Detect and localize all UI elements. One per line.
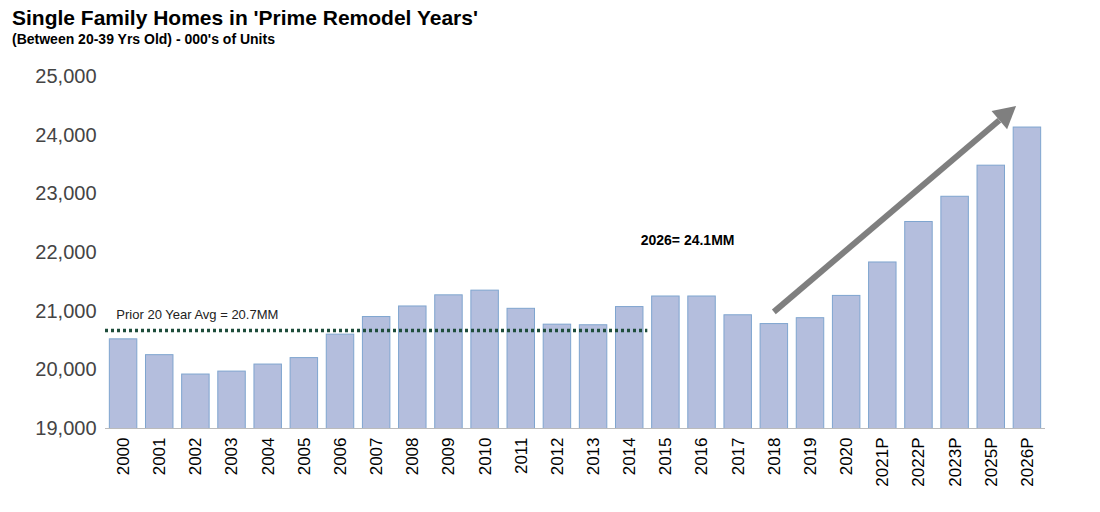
svg-text:2015: 2015	[656, 438, 675, 476]
svg-text:25,000: 25,000	[35, 65, 96, 87]
svg-text:24,000: 24,000	[35, 124, 96, 146]
html-text:Single Family Homes in 'Prime: Single Family Homes in 'Prime Remodel Ye…	[12, 6, 478, 29]
svg-text:2026= 24.1MM: 2026= 24.1MM	[641, 232, 735, 248]
svg-text:22,000: 22,000	[35, 241, 96, 263]
svg-text:2023P: 2023P	[946, 438, 965, 487]
svg-text:2006: 2006	[331, 438, 350, 476]
svg-text:21,000: 21,000	[35, 300, 96, 322]
svg-text:2014: 2014	[620, 438, 639, 476]
svg-text:Prior 20 Year Avg = 20.7MM: Prior 20 Year Avg = 20.7MM	[116, 307, 278, 322]
svg-text:19,000: 19,000	[35, 417, 96, 439]
svg-text:2025P: 2025P	[982, 438, 1001, 487]
svg-text:2022P: 2022P	[909, 438, 928, 487]
svg-text:2004: 2004	[259, 438, 278, 476]
svg-text:2003: 2003	[222, 438, 241, 476]
svg-text:2016: 2016	[692, 438, 711, 476]
svg-text:2002: 2002	[186, 438, 205, 476]
svg-text:2021P: 2021P	[873, 438, 892, 487]
svg-text:2012: 2012	[548, 438, 567, 476]
svg-text:2026P: 2026P	[1018, 438, 1037, 487]
svg-text:2009: 2009	[439, 438, 458, 476]
svg-text:2001: 2001	[150, 438, 169, 476]
svg-text:2010: 2010	[476, 438, 495, 476]
svg-text:2013: 2013	[584, 438, 603, 476]
html-text:(Between 20-39 Yrs Old) - 000': (Between 20-39 Yrs Old) - 000's of Units	[12, 31, 275, 47]
svg-text:2000: 2000	[114, 438, 133, 476]
svg-text:2007: 2007	[367, 438, 386, 476]
svg-text:2017: 2017	[729, 438, 748, 476]
svg-text:20,000: 20,000	[35, 358, 96, 380]
svg-text:2005: 2005	[295, 438, 314, 476]
svg-text:2008: 2008	[403, 438, 422, 476]
svg-text:23,000: 23,000	[35, 182, 96, 204]
svg-text:2019: 2019	[801, 438, 820, 476]
svg-text:2018: 2018	[765, 438, 784, 476]
svg-text:2020: 2020	[837, 438, 856, 476]
svg-text:2011: 2011	[512, 438, 531, 475]
